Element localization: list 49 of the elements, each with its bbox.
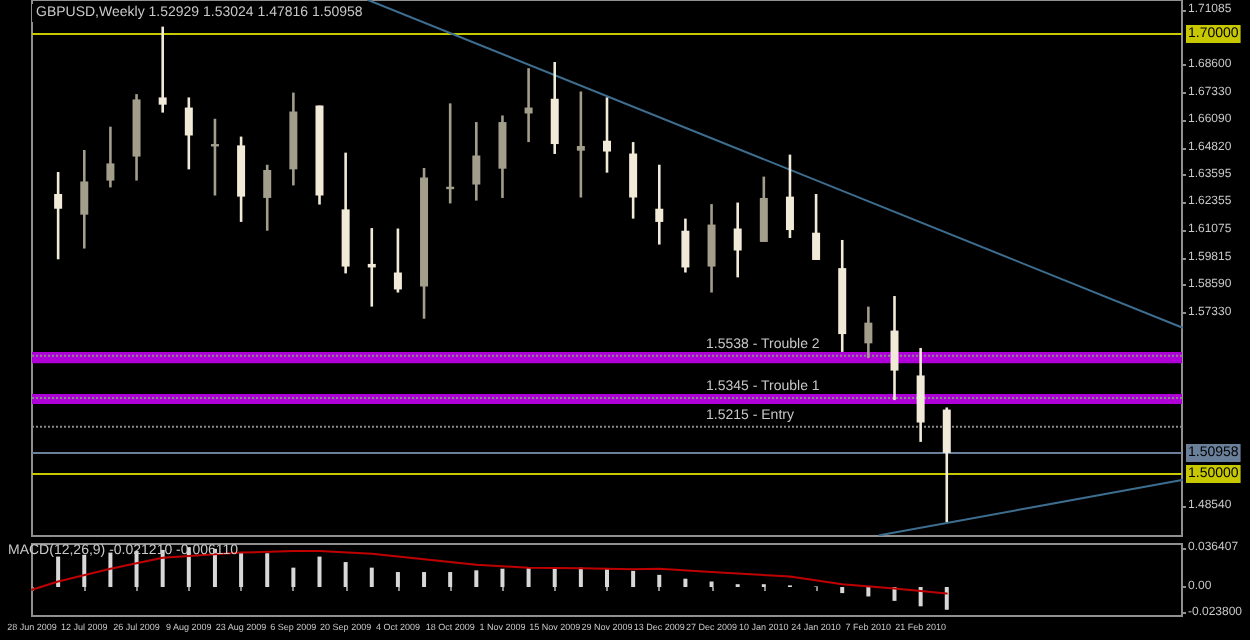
bar [369, 567, 374, 587]
candlestick [864, 305, 873, 360]
bar [866, 586, 871, 597]
bar [343, 562, 348, 587]
bar [944, 586, 949, 610]
candlestick [812, 192, 821, 262]
bar [82, 554, 87, 587]
candlestick [393, 227, 402, 294]
candlestick [80, 148, 89, 250]
candlestick [106, 125, 115, 189]
bar [448, 572, 453, 587]
candlestick [785, 153, 794, 240]
bar [657, 574, 662, 587]
candlestick [629, 140, 638, 220]
candlestick [498, 114, 507, 200]
bar [631, 570, 636, 587]
bar [552, 567, 557, 587]
bar [108, 552, 113, 587]
bar [840, 586, 845, 594]
candlestick [916, 346, 925, 444]
candlestick [263, 163, 272, 233]
candlestick [942, 406, 951, 524]
bar [265, 553, 270, 587]
candlestick [890, 294, 899, 402]
bar [709, 581, 714, 587]
candlestick [733, 201, 742, 279]
candlestick [184, 96, 193, 171]
candlestick [54, 170, 63, 261]
bar [422, 572, 427, 587]
bar [578, 567, 583, 587]
candlestick [603, 96, 611, 174]
candlestick [681, 217, 690, 274]
bar [239, 552, 244, 587]
bar [474, 570, 479, 587]
bar [605, 568, 609, 587]
bar [500, 568, 505, 587]
candlestick [576, 90, 585, 199]
bar [317, 556, 322, 587]
bar [56, 556, 61, 587]
candlestick [472, 120, 481, 202]
candlestick [158, 25, 167, 114]
bar [291, 567, 296, 587]
bar [683, 578, 688, 587]
bar [526, 567, 531, 587]
bar [395, 572, 400, 587]
candlestick [707, 202, 716, 294]
candlestick [759, 175, 768, 244]
candlestick [550, 60, 559, 156]
candlestick [655, 163, 664, 246]
